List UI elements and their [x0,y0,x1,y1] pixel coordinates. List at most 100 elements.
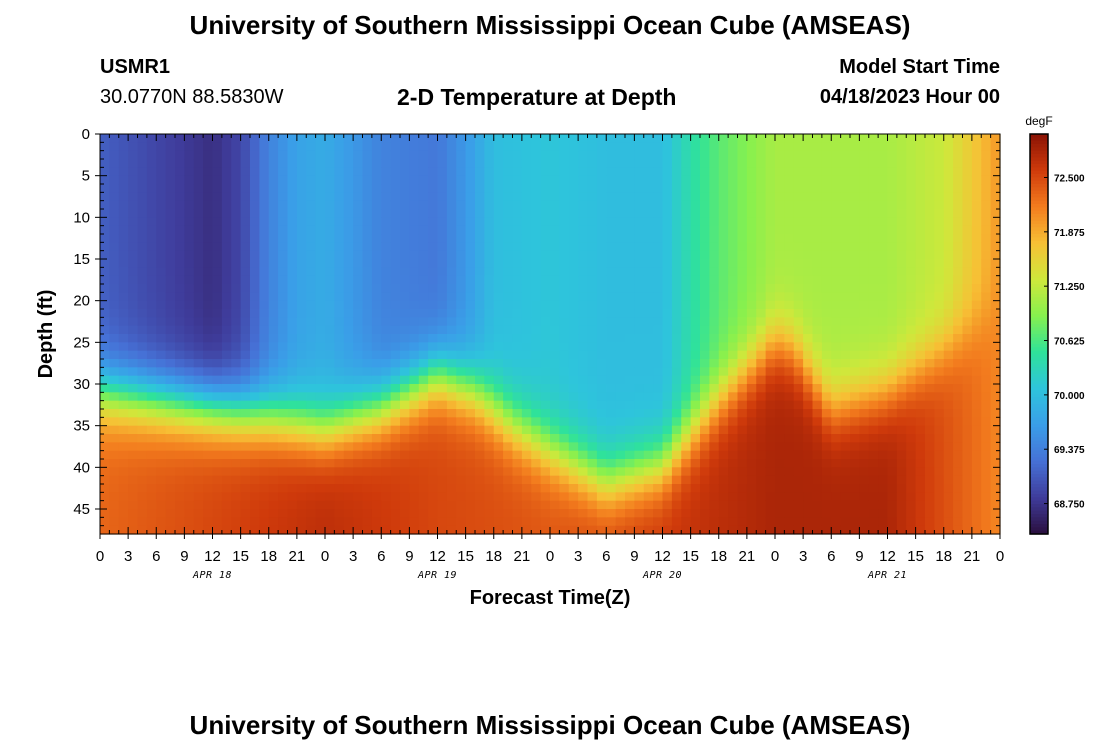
heatmap-cell [953,442,964,452]
heatmap-cell [137,142,148,152]
heatmap-cell [662,467,673,477]
heatmap-cell [475,425,485,435]
heatmap-cell [953,525,964,535]
heatmap-cell [521,484,532,493]
heatmap-cell [587,275,598,285]
heatmap-cell [334,217,345,227]
heatmap-cell [962,300,973,310]
heatmap-cell [212,175,223,185]
heatmap-cell [465,459,476,468]
heatmap-cell [559,192,570,202]
heatmap-cell [475,400,485,410]
heatmap-cell [100,425,110,435]
heatmap-cell [962,492,973,502]
heatmap-cell [400,467,410,477]
heatmap-cell [287,384,298,393]
heatmap-cell [737,459,748,468]
heatmap-cell [756,384,767,393]
heatmap-cell [390,309,401,318]
heatmap-cell [446,342,457,352]
heatmap-cell [756,409,767,418]
heatmap-cell [953,425,964,435]
heatmap-cell [625,250,635,260]
heatmap-cell [231,375,242,385]
heatmap-cell [334,359,345,368]
heatmap-cell [268,325,279,335]
heatmap-cell [821,484,832,493]
heatmap-cell [381,234,392,243]
heatmap-cell [765,325,776,335]
heatmap-cell [315,250,326,260]
heatmap-cell [362,275,373,285]
heatmap-cell [550,459,560,468]
heatmap-cell [362,317,373,327]
heatmap-cell [559,459,570,468]
heatmap-cell [821,259,832,268]
heatmap-cell [540,134,551,143]
heatmap-cell [521,275,532,285]
heatmap-cell [446,417,457,427]
heatmap-cell [400,167,410,177]
heatmap-cell [990,525,1001,535]
heatmap-cell [990,359,1001,368]
heatmap-cell [765,475,776,485]
heatmap-cell [662,192,673,202]
heatmap-cell [353,342,364,352]
heatmap-cell [137,192,148,202]
heatmap-cell [465,159,476,168]
heatmap-cell [437,392,448,402]
heatmap-cell [390,417,401,427]
heatmap-cell [681,375,692,385]
heatmap-cell [165,150,176,160]
heatmap-cell [409,292,420,302]
heatmap-cell [493,242,504,252]
heatmap-cell [184,350,195,360]
heatmap-cell [859,384,870,393]
heatmap-cell [634,384,645,393]
heatmap-cell [906,475,917,485]
heatmap-cell [184,384,195,393]
heatmap-cell [728,442,739,452]
heatmap-cell [418,142,429,152]
heatmap-cell [137,217,148,227]
heatmap-cell [934,150,945,160]
heatmap-cell [615,134,626,143]
heatmap-cell [803,250,814,260]
heatmap-cell [521,250,532,260]
heatmap-cell [840,350,851,360]
heatmap-cell [118,359,129,368]
heatmap-cell [287,475,298,485]
heatmap-cell [634,284,645,293]
heatmap-cell [146,367,157,377]
heatmap-cell [503,184,514,193]
heatmap-cell [625,167,635,177]
heatmap-cell [371,250,382,260]
heatmap-cell [221,409,232,418]
heatmap-cell [690,367,701,377]
heatmap-cell [915,225,926,235]
heatmap-cell [859,375,870,385]
heatmap-cell [803,300,814,310]
heatmap-cell [446,134,457,143]
heatmap-cell [100,259,110,268]
heatmap-cell [681,150,692,160]
heatmap-cell [512,134,523,143]
heatmap-cell [746,359,757,368]
heatmap-cell [325,142,335,152]
heatmap-cell [971,292,982,302]
heatmap-cell [418,450,429,460]
heatmap-cell [493,467,504,477]
heatmap-cell [596,500,607,510]
heatmap-cell [475,525,485,535]
heatmap-cell [484,467,495,477]
heatmap-cell [596,267,607,277]
heatmap-cell [690,392,701,402]
heatmap-cell [643,267,654,277]
heatmap-cell [540,225,551,235]
heatmap-cell [325,267,335,277]
heatmap-cell [109,325,120,335]
heatmap-cell [428,334,439,343]
heatmap-cell [371,267,382,277]
heatmap-cell [371,384,382,393]
heatmap-cell [259,275,270,285]
